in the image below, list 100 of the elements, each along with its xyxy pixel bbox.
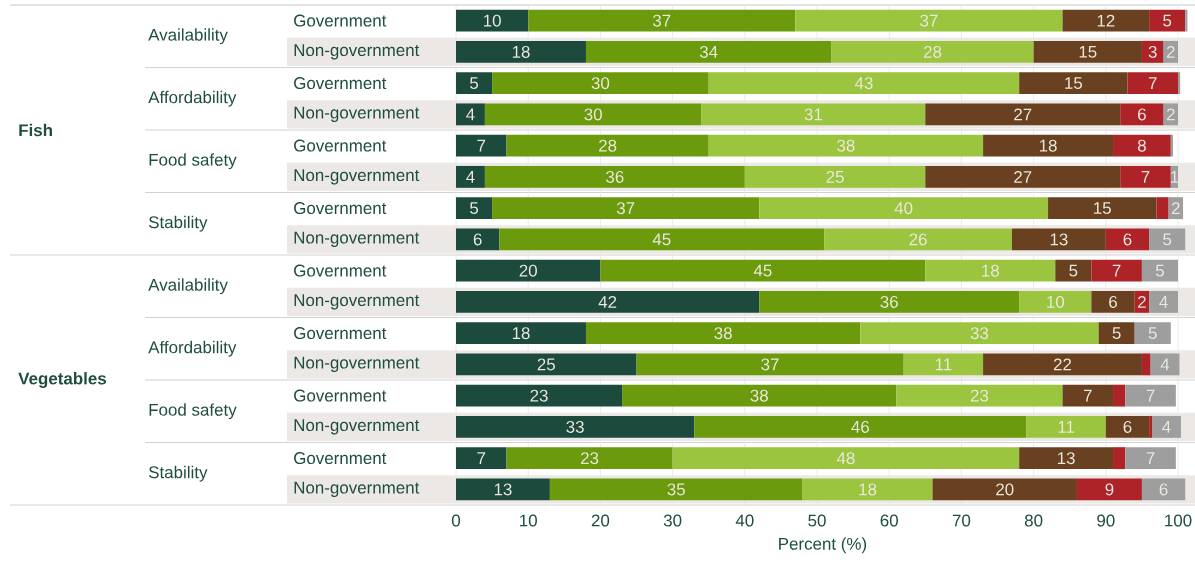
bar [528,9,796,32]
x-tick-label: 30 [663,514,682,527]
data-label: 5 [1163,14,1172,27]
data-label: 38 [750,389,768,402]
bar [1019,72,1128,95]
bar [1149,9,1186,32]
data-label: 5 [470,77,479,90]
bar [759,290,1020,313]
data-label: 30 [584,108,602,121]
data-label: 26 [909,233,927,246]
bar [824,228,1012,251]
bar [456,478,550,501]
x-tick-label: 90 [1097,514,1115,527]
x-tick-label: 80 [1024,514,1043,527]
data-label: 15 [1079,45,1097,58]
data-label: 7 [1146,452,1155,464]
data-label: 36 [880,295,898,308]
bar [456,415,695,438]
y-tick-label: Government [294,389,387,402]
bar [759,197,1049,220]
data-label: 5 [1155,264,1164,277]
text: Affordability [148,340,237,357]
bar [1055,259,1092,282]
bar [456,40,586,63]
data-label: 23 [970,389,989,402]
x-tick-label: 70 [952,514,971,527]
y-tick-label: Non-government [294,356,420,372]
bar [1141,353,1151,376]
data-label: 5 [1148,327,1157,340]
bar [1091,259,1142,282]
data-label: 28 [923,45,942,58]
text: Food safety [149,153,237,170]
text: Vegetables [18,372,106,388]
y-tick-label: Government [294,202,387,215]
text: Availability [148,28,228,45]
data-label: 6 [1138,108,1146,121]
bar [456,197,493,220]
bar [585,322,861,345]
data-label: 11 [935,358,952,371]
bar [1149,415,1153,438]
data-label: 2 [1166,108,1175,121]
data-label: 40 [894,202,913,215]
text: Food safety [149,403,237,420]
bar [1048,197,1157,220]
bar [1091,290,1135,313]
data-label: 34 [699,45,718,58]
data-label: 31 [804,108,822,121]
data-label: 10 [483,14,501,27]
bar [456,447,507,470]
bar [1127,72,1179,95]
data-label: 48 [836,452,855,465]
text: Stability [148,215,208,232]
bar [983,134,1114,157]
text: Stability [148,465,208,482]
data-label: 46 [851,420,869,433]
data-label: 13 [1050,233,1068,246]
data-label: 11 [1058,421,1075,433]
bar [708,72,1020,95]
bar [1033,40,1142,63]
data-label: 23 [581,452,599,465]
bar [1178,72,1181,95]
data-label: 6 [473,233,482,246]
bar [932,478,1077,501]
bar [622,384,897,407]
bar [456,103,485,126]
data-label: 2 [1166,45,1175,58]
data-label: 38 [837,139,855,152]
bar [795,9,1063,32]
data-label: 28 [599,139,617,152]
data-label: 35 [667,483,685,496]
data-label: 6 [1123,420,1132,433]
bar [831,40,1034,63]
bar [585,40,832,63]
data-label: 7 [1146,389,1155,402]
bar [506,134,709,157]
bar [983,353,1142,376]
data-label: 9 [1105,483,1114,496]
data-label: 15 [1065,77,1083,90]
bar [456,259,601,282]
bar [492,72,709,95]
data-label: 7 [1083,389,1092,402]
x-tick-label: 60 [880,514,898,527]
bar [1011,228,1106,251]
x-tick-label: 100 [1165,514,1192,527]
data-label: 43 [854,77,873,90]
y-tick-label: Government [294,327,387,340]
data-label: 42 [598,295,617,308]
data-label: 4 [1160,358,1170,371]
x-axis-title: Percent (%) [779,537,867,554]
bar [701,103,926,126]
data-label: 4 [1162,421,1171,433]
data-label: 2 [1138,295,1146,308]
bar [1026,415,1106,438]
data-label: 45 [753,264,772,277]
bar [456,353,637,376]
data-label: 4 [1159,296,1168,308]
y-tick-label: Non-government [294,481,420,497]
bar [1156,197,1169,220]
data-label: 6 [1159,483,1168,496]
data-label: 7 [1148,77,1157,89]
